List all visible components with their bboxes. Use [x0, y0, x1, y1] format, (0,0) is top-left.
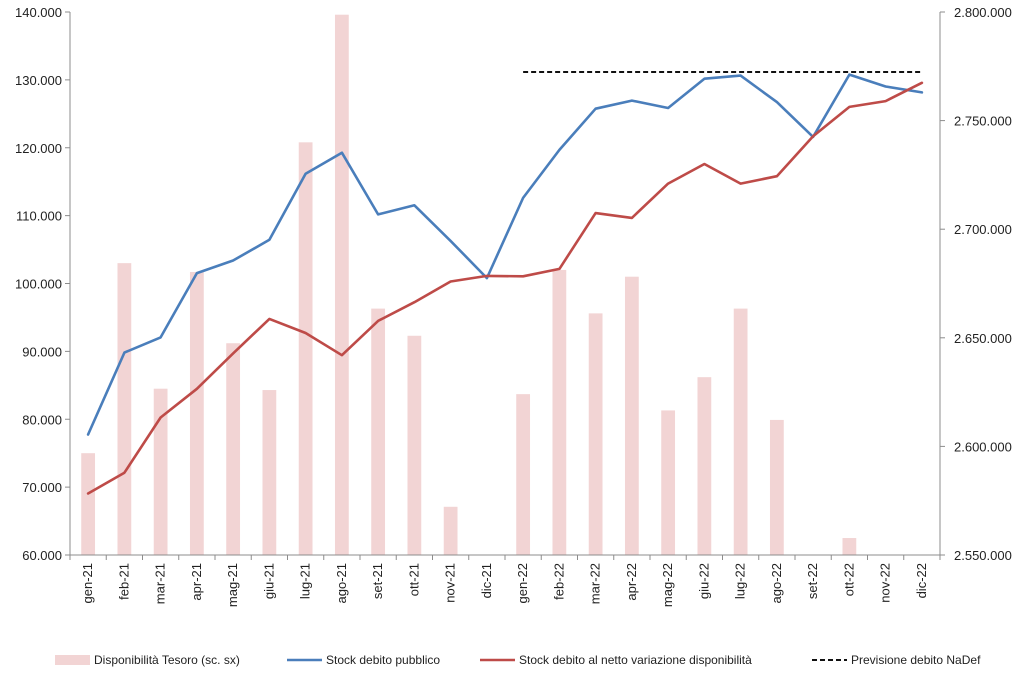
bar-mar-22 — [588, 313, 603, 555]
left-tick-label: 140.000 — [15, 5, 62, 20]
right-tick-label: 2.700.000 — [954, 222, 1012, 237]
right-tick-label: 2.800.000 — [954, 5, 1012, 20]
x-tick-label: dic-21 — [479, 563, 494, 598]
legend-label: Stock debito al netto variazione disponi… — [519, 653, 752, 667]
legend-label: Disponibilità Tesoro (sc. sx) — [94, 653, 240, 667]
bar-ott-22 — [842, 538, 857, 555]
right-tick-label: 2.650.000 — [954, 331, 1012, 346]
line-stock-debito-pubblico — [86, 73, 924, 436]
bar-giu-22 — [697, 377, 712, 555]
line-series-group — [86, 70, 924, 495]
legend-swatch-bar — [55, 655, 90, 665]
left-tick-label: 60.000 — [22, 548, 62, 563]
x-tick-label: set-21 — [370, 563, 385, 599]
left-tick-label: 120.000 — [15, 141, 62, 156]
bar-apr-21 — [189, 271, 204, 555]
bar-mag-21 — [226, 343, 241, 555]
x-tick-label: mar-21 — [153, 563, 168, 604]
x-tick-label: giu-21 — [261, 563, 276, 599]
legend-label: Previsione debito NaDef — [851, 653, 981, 667]
bar-gen-22 — [516, 394, 531, 555]
bar-lug-22 — [733, 308, 748, 555]
x-tick-label: nov-22 — [878, 563, 893, 603]
left-tick-label: 100.000 — [15, 277, 62, 292]
bar-lug-21 — [298, 142, 313, 555]
bar-ago-22 — [769, 419, 784, 555]
right-tick-label: 2.550.000 — [954, 548, 1012, 563]
x-tick-label: feb-21 — [116, 563, 131, 600]
left-tick-label: 80.000 — [22, 412, 62, 427]
x-tick-label: apr-21 — [189, 563, 204, 601]
line-stock-debito-netto — [86, 81, 924, 495]
bar-feb-21 — [117, 263, 132, 555]
bar-series-disponibilita — [81, 14, 857, 555]
x-tick-label: mag-22 — [660, 563, 675, 607]
left-tick-label: 130.000 — [15, 73, 62, 88]
x-tick-label: ott-21 — [406, 563, 421, 596]
chart-legend: Disponibilità Tesoro (sc. sx) Stock debit… — [55, 653, 981, 667]
x-tick-label: apr-22 — [624, 563, 639, 601]
bar-apr-22 — [624, 276, 639, 555]
bar-set-21 — [371, 308, 386, 555]
x-tick-label: ago-21 — [334, 563, 349, 603]
bar-mag-22 — [661, 410, 676, 555]
x-tick-label: lug-21 — [298, 563, 313, 599]
bar-ago-21 — [334, 14, 349, 555]
left-tick-label: 70.000 — [22, 480, 62, 495]
x-tick-label: gen-22 — [515, 563, 530, 603]
bar-mar-21 — [153, 388, 168, 555]
left-tick-label: 90.000 — [22, 344, 62, 359]
bar-gen-21 — [81, 453, 96, 555]
x-tick-label: set-22 — [805, 563, 820, 599]
x-tick-label: mag-21 — [225, 563, 240, 607]
x-tick-label: lug-22 — [733, 563, 748, 599]
right-tick-label: 2.600.000 — [954, 439, 1012, 454]
right-tick-label: 2.750.000 — [954, 114, 1012, 129]
bar-giu-21 — [262, 390, 277, 555]
x-tick-label: nov-21 — [443, 563, 458, 603]
bar-nov-21 — [443, 506, 458, 555]
x-tick-label: feb-22 — [551, 563, 566, 600]
x-tick-label: mar-22 — [588, 563, 603, 604]
x-tick-label: giu-22 — [696, 563, 711, 599]
bar-ott-21 — [407, 335, 422, 555]
x-tick-label: dic-22 — [914, 563, 929, 598]
x-tick-label: ago-22 — [769, 563, 784, 603]
x-tick-label: gen-21 — [80, 563, 95, 603]
x-tick-label: ott-22 — [841, 563, 856, 596]
bar-feb-22 — [552, 269, 567, 555]
legend-label: Stock debito pubblico — [326, 653, 440, 667]
chart-axes: 60.000 70.000 80.000 90.000 100.000 110.000 12… — [15, 5, 1012, 607]
left-tick-label: 110.000 — [16, 209, 62, 224]
